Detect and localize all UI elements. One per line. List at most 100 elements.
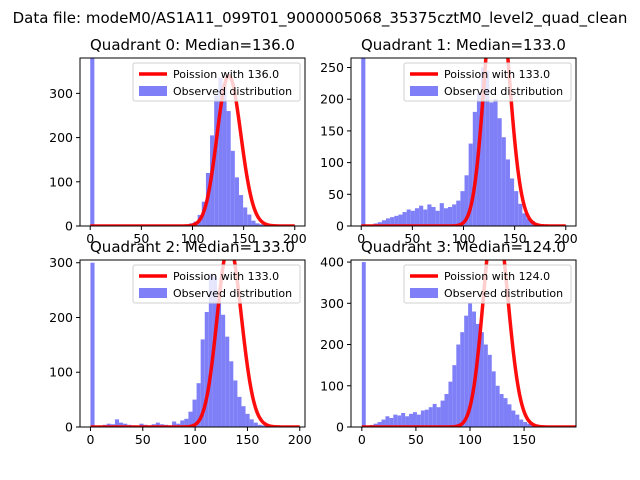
observed-bar (495, 385, 500, 427)
observed-bar (221, 314, 226, 427)
observed-bar (428, 407, 433, 427)
observed-bar (444, 394, 449, 427)
observed-bar (257, 424, 262, 427)
observed-bar (214, 95, 219, 226)
observed-bar (237, 396, 242, 427)
observed-bar (452, 204, 457, 226)
y-tick-label: 300 (320, 296, 344, 311)
observed-bar (511, 410, 516, 427)
observed-bar (218, 77, 223, 226)
observed-bar (431, 206, 436, 226)
quadrant-title: Quadrant 3: Median=124.0 (361, 238, 566, 256)
observed-bar (361, 58, 366, 226)
legend: Poission with 133.0 Observed distribution (403, 62, 572, 102)
poisson-curve (90, 74, 295, 226)
observed-bar (464, 315, 469, 427)
observed-bar (259, 224, 264, 226)
observed-bar (472, 311, 477, 427)
legend-poisson-label: Poission with 136.0 (173, 68, 279, 81)
observed-bar (253, 422, 258, 427)
observed-bar (405, 416, 410, 427)
y-tick-label: 300 (49, 86, 73, 101)
y-tick-label: 0 (65, 219, 73, 234)
y-tick-label: 0 (65, 420, 73, 435)
x-tick-label: 0 (86, 231, 94, 246)
observed-bar (233, 380, 238, 427)
observed-bar (427, 204, 432, 226)
observed-bar (414, 208, 420, 226)
legend-poisson-label: Poission with 124.0 (444, 270, 550, 283)
observed-bar (476, 323, 480, 427)
legend-box (403, 62, 572, 102)
observed-bar (489, 102, 494, 226)
x-tick-label: 100 (458, 432, 482, 447)
observed-bar (180, 420, 185, 427)
x-tick-label: 150 (503, 231, 527, 246)
observed-bar (456, 200, 461, 226)
observed-bar (464, 175, 469, 226)
legend: Poission with 133.0 Observed distribution (132, 264, 301, 304)
observed-bar (507, 404, 512, 427)
observed-bar (447, 206, 453, 226)
observed-bar (196, 383, 201, 427)
observed-bar (188, 411, 193, 427)
observed-bar (200, 339, 205, 427)
poisson-curve (90, 260, 300, 427)
y-tick-label: 300 (49, 255, 73, 270)
observed-bar (493, 99, 498, 226)
x-tick-label: 50 (404, 231, 420, 246)
observed-bar (402, 212, 407, 226)
observed-bar (514, 191, 519, 226)
observed-bar (385, 416, 390, 427)
legend-observed-label: Observed distribution (444, 85, 563, 98)
x-tick-label: 50 (133, 231, 149, 246)
observed-bar (413, 412, 417, 427)
observed-bar (468, 143, 473, 226)
observed-bar (423, 209, 428, 226)
observed-bar (501, 137, 506, 226)
observed-bar (114, 419, 120, 427)
x-tick-label: 100 (183, 432, 207, 447)
quadrant-0-panel: 0 50 100 150 200 0 100 200 300 Quadrant 0: Median… (49, 36, 307, 246)
observed-bar (526, 218, 531, 226)
observed-bar (119, 422, 124, 427)
x-tick-label: 0 (357, 231, 365, 246)
observed-bar (419, 205, 424, 226)
y-tick-label: 200 (49, 130, 73, 145)
x-tick-label: 0 (86, 432, 94, 447)
observed-bar (503, 398, 508, 427)
observed-bar (435, 210, 440, 226)
legend-box (403, 264, 572, 304)
legend-observed-swatch (139, 288, 167, 298)
observed-bar (243, 207, 248, 226)
observed-bar (509, 178, 515, 226)
observed-bar (416, 414, 421, 427)
legend-box (132, 264, 301, 304)
observed-bar (251, 220, 256, 226)
y-tick-label: 0 (336, 219, 344, 234)
y-tick-label: 200 (49, 310, 73, 325)
observed-bar (226, 111, 231, 226)
quadrant-2-panel: 0 50 100 150 200 0 100 200 300 Quadrant 2: Median… (49, 238, 312, 447)
quadrant-title: Quadrant 2: Median=133.0 (90, 238, 295, 256)
observed-bar (208, 273, 213, 427)
observed-bar (155, 422, 160, 427)
observed-bar (515, 414, 520, 427)
y-tick-label: 50 (328, 187, 344, 202)
poisson-curve (361, 58, 566, 226)
legend-poisson-label: Poission with 133.0 (173, 270, 279, 283)
observed-bar (432, 403, 437, 427)
observed-bar (381, 419, 386, 427)
observed-bar (483, 344, 488, 427)
y-tick-label: 0 (336, 420, 344, 435)
observed-bar (381, 220, 387, 226)
observed-bar (393, 414, 398, 427)
legend: Poission with 136.0 Observed distribution (132, 62, 301, 102)
observed-bar (448, 381, 453, 427)
observed-bar (90, 262, 95, 427)
x-tick-label: 200 (288, 432, 312, 447)
legend-poisson-label: Poission with 133.0 (444, 68, 550, 81)
observed-bar (499, 394, 504, 427)
quadrant-3-panel: 0 50 100 150 0 100 200 300 400 Quadrant 3: Median… (320, 238, 577, 447)
y-tick-label: 100 (320, 155, 344, 170)
